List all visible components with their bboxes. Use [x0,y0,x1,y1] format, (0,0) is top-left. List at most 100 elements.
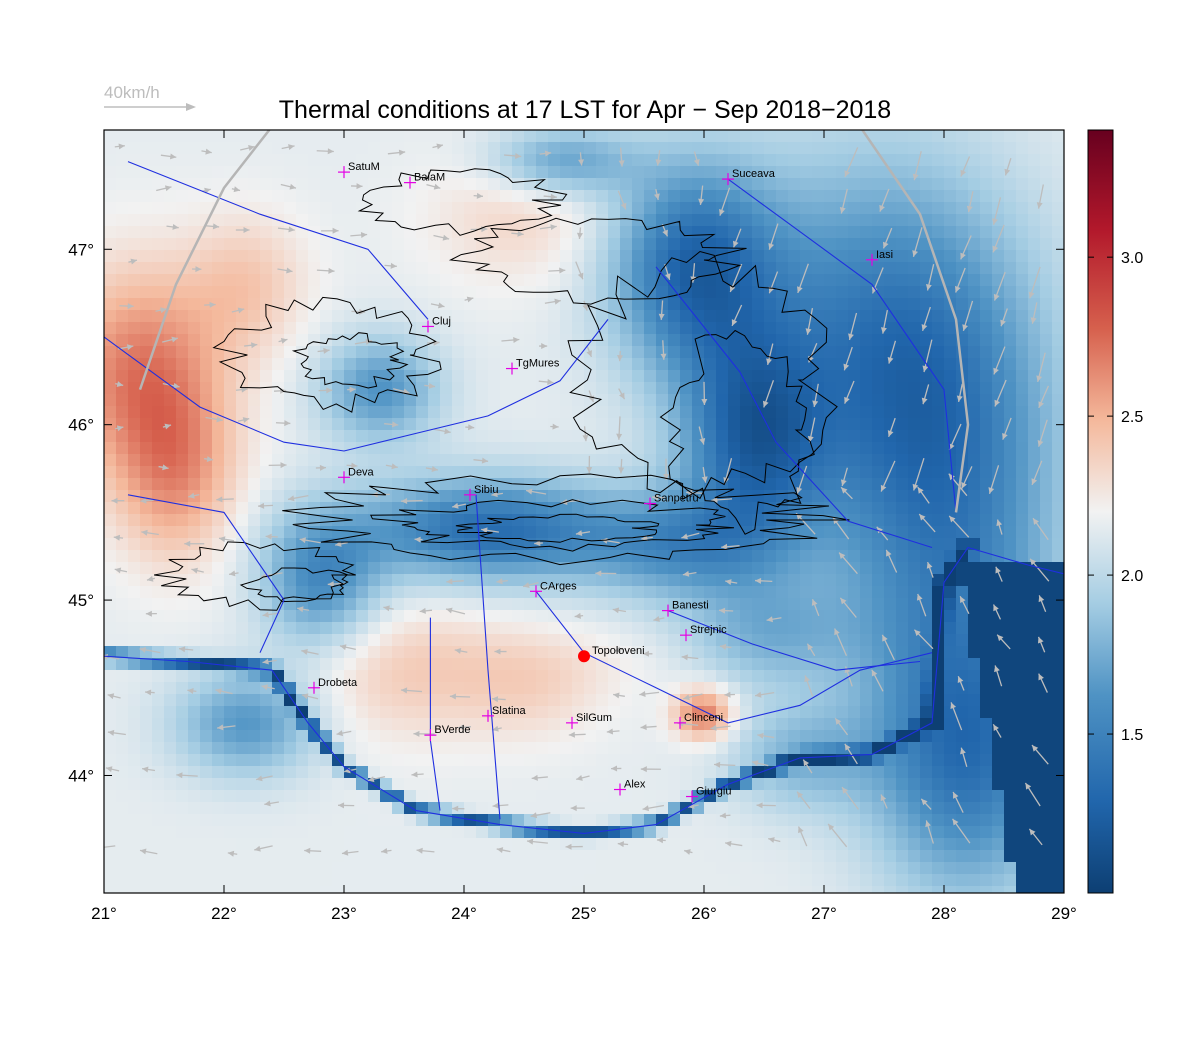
field-cell [392,730,405,743]
field-cell [668,418,681,431]
field-cell [716,346,729,359]
field-cell [164,166,177,179]
field-cell [908,730,921,743]
field-cell [368,226,381,239]
field-cell [416,334,429,347]
field-cell [1016,142,1029,155]
field-cell [596,154,609,167]
field-cell [104,838,117,851]
field-cell [140,310,153,323]
field-cell [1004,322,1017,335]
field-cell [296,682,309,695]
field-cell [380,130,393,143]
field-cell [596,382,609,395]
field-cell [104,226,117,239]
field-cell [464,406,477,419]
field-cell [560,658,573,671]
field-cell [872,334,885,347]
field-cell [812,538,825,551]
field-cell [896,418,909,431]
field-cell [104,178,117,191]
field-cell [584,286,597,299]
field-cell [908,514,921,527]
field-cell [188,610,201,623]
field-cell [176,478,189,491]
field-cell [1028,430,1041,443]
field-cell [860,178,873,191]
field-cell [968,790,981,803]
field-cell [560,442,573,455]
field-cell [440,766,453,779]
field-cell [968,478,981,491]
field-cell [752,862,765,875]
field-cell [632,130,645,143]
field-cell [512,550,525,563]
field-cell [1004,478,1017,491]
field-cell [872,406,885,419]
field-cell [704,382,717,395]
field-cell [908,838,921,851]
field-cell [524,718,537,731]
field-cell [740,442,753,455]
field-cell [272,442,285,455]
field-cell [680,214,693,227]
field-cell [836,802,849,815]
field-cell [476,730,489,743]
field-cell [776,418,789,431]
field-cell [608,406,621,419]
field-cell [824,190,837,203]
field-cell [116,310,129,323]
field-cell [764,586,777,599]
field-cell [104,586,117,599]
field-cell [908,454,921,467]
field-cell [800,202,813,215]
field-cell [248,766,261,779]
field-cell [536,706,549,719]
field-cell [212,142,225,155]
field-cell [944,850,957,863]
field-cell [920,166,933,179]
field-cell [848,142,861,155]
field-cell [896,178,909,191]
field-cell [740,778,753,791]
field-cell [668,742,681,755]
field-cell [356,706,369,719]
field-cell [692,214,705,227]
field-cell [368,538,381,551]
field-cell [476,598,489,611]
field-cell [344,634,357,647]
field-cell [476,814,489,827]
field-cell [104,598,117,611]
field-cell [728,682,741,695]
field-cell [788,346,801,359]
field-cell [896,406,909,419]
field-cell [752,646,765,659]
field-cell [464,670,477,683]
field-cell [404,502,417,515]
field-cell [128,814,141,827]
field-cell [1052,406,1064,419]
field-cell [812,790,825,803]
field-cell [380,310,393,323]
field-cell [668,298,681,311]
field-cell [704,766,717,779]
field-cell [416,214,429,227]
field-cell [500,430,513,443]
field-cell [308,250,321,263]
field-cell [848,778,861,791]
field-cell [740,598,753,611]
field-cell [848,286,861,299]
field-cell [116,670,129,683]
field-cell [680,466,693,479]
field-cell [524,514,537,527]
field-cell [620,490,633,503]
field-cell [248,634,261,647]
field-cell [884,718,897,731]
field-cell [392,562,405,575]
field-cell [284,466,297,479]
field-cell [176,526,189,539]
field-cell [632,550,645,563]
field-cell [200,730,213,743]
field-cell [932,790,945,803]
field-cell [236,250,249,263]
